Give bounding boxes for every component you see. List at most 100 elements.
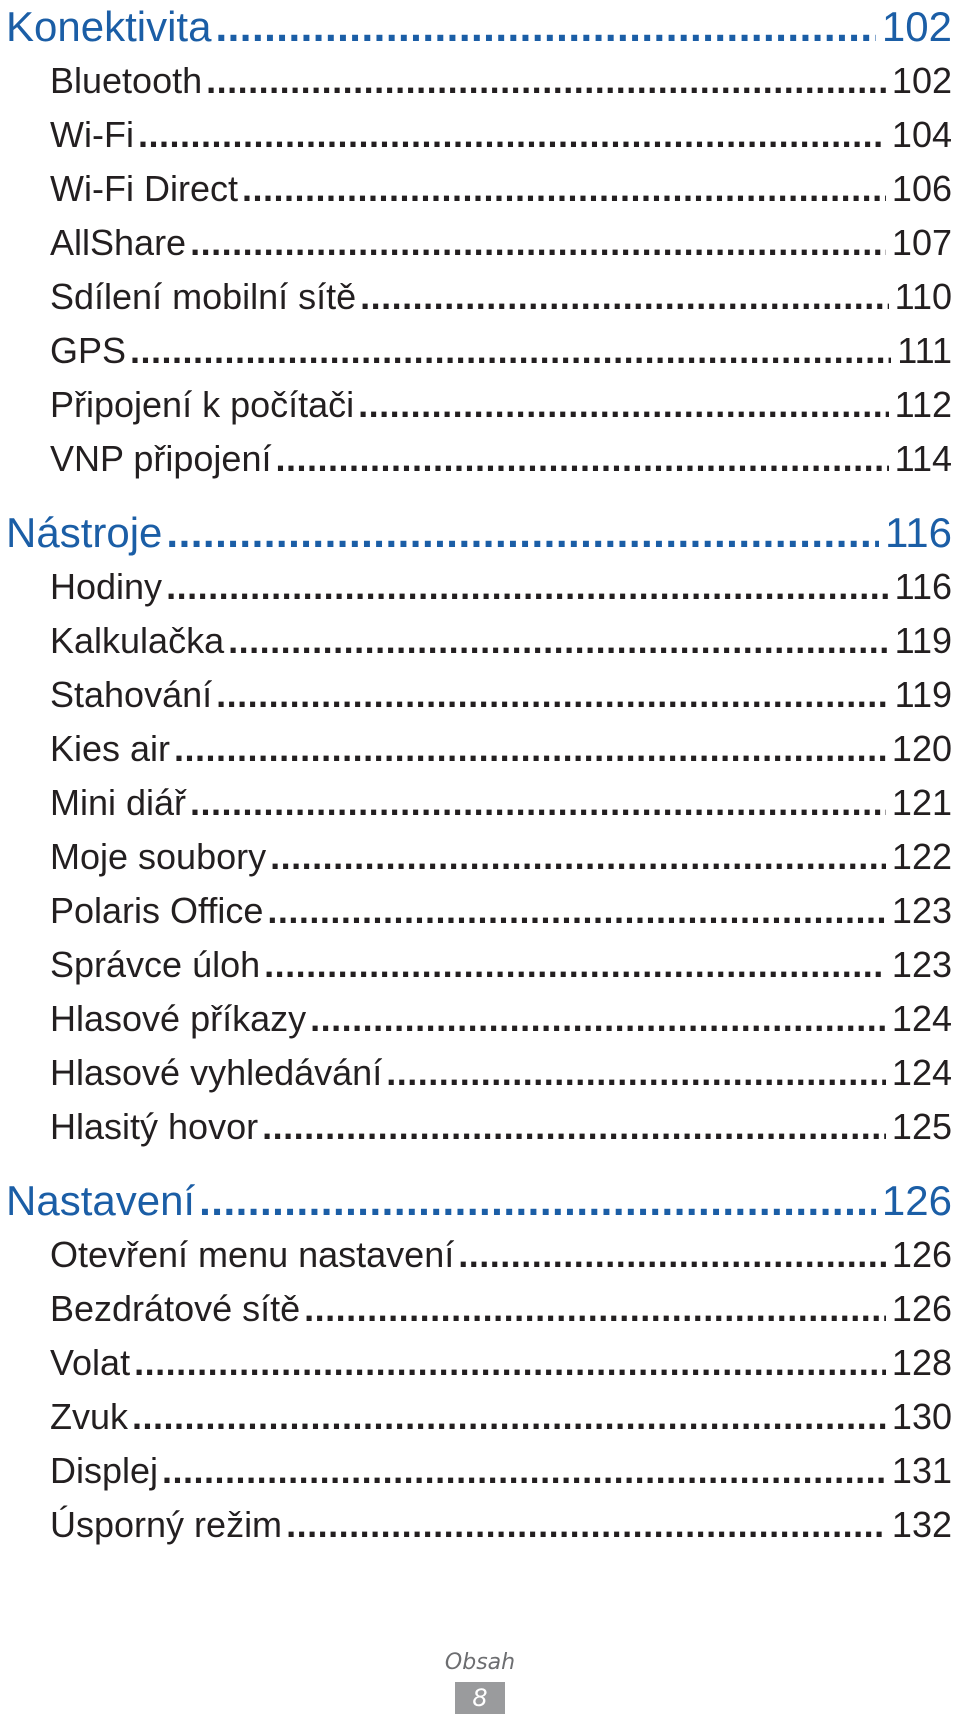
dot-leader <box>162 1444 886 1498</box>
toc-entry-title: Úsporný režim <box>50 1504 283 1545</box>
toc-entry[interactable]: Kalkulačka 119 <box>0 614 960 668</box>
toc-section-nastroje: Nástroje 116 Hodiny 116 Kalkulačka 119 Sta… <box>0 506 960 1154</box>
toc-entry-title: VNP připojení <box>50 438 272 479</box>
toc-entry[interactable]: GPS 111 <box>0 324 960 378</box>
toc-entry-title: Bluetooth <box>50 60 203 101</box>
toc-entry-title: Připojení k počítači <box>50 384 355 425</box>
dot-leader <box>360 270 888 324</box>
toc-entry-page: 132 <box>891 1504 952 1545</box>
toc-entry-title: Wi-Fi Direct <box>50 168 238 209</box>
dot-leader <box>458 1228 886 1282</box>
toc-entry[interactable]: Mini diář 121 <box>0 776 960 830</box>
toc-entry-page: 124 <box>891 998 952 1039</box>
toc-entry-page: 116 <box>894 566 952 607</box>
toc-entry[interactable]: Displej 131 <box>0 1444 960 1498</box>
toc-entry-title: Wi-Fi <box>50 114 134 155</box>
dot-leader <box>286 1498 886 1552</box>
page-footer: Obsah 8 <box>0 1648 960 1714</box>
toc-entry-page: 125 <box>891 1106 952 1147</box>
dot-leader <box>267 884 886 938</box>
toc-heading-title: Nastavení <box>6 1177 196 1224</box>
toc-entry-page: 130 <box>891 1396 952 1437</box>
toc-entry-title: Hodiny <box>50 566 163 607</box>
toc-entry-title: Správce úloh <box>50 944 261 985</box>
dot-leader <box>132 1390 886 1444</box>
dot-leader <box>166 560 889 614</box>
dot-leader <box>190 776 886 830</box>
toc-entry-title: AllShare <box>50 222 187 263</box>
toc-section-heading[interactable]: Nastavení 126 <box>0 1174 960 1228</box>
toc-entry-title: Stahování <box>50 674 213 715</box>
dot-leader <box>304 1282 886 1336</box>
dot-leader <box>138 108 886 162</box>
dot-leader <box>130 324 891 378</box>
dot-leader <box>270 830 886 884</box>
toc-entry[interactable]: Hlasové vyhledávání 124 <box>0 1046 960 1100</box>
dot-leader <box>190 216 886 270</box>
toc-entry-page: 102 <box>891 60 952 101</box>
toc-entry[interactable]: Volat 128 <box>0 1336 960 1390</box>
dot-leader <box>358 378 888 432</box>
toc-heading-page: 126 <box>881 1177 952 1224</box>
toc-section-heading[interactable]: Konektivita 102 <box>0 0 960 54</box>
toc-entry-page: 107 <box>891 222 952 263</box>
toc-entry[interactable]: Bluetooth 102 <box>0 54 960 108</box>
toc-section-konektivita: Konektivita 102 Bluetooth 102 Wi-Fi 104 Wi… <box>0 0 960 486</box>
toc-heading-page: 102 <box>881 3 952 50</box>
toc-section-heading[interactable]: Nástroje 116 <box>0 506 960 560</box>
toc-entry-page: 104 <box>891 114 952 155</box>
toc-entry[interactable]: Sdílení mobilní sítě 110 <box>0 270 960 324</box>
page-number-badge: 8 <box>455 1682 505 1714</box>
toc-entry[interactable]: AllShare 107 <box>0 216 960 270</box>
toc-entry[interactable]: Wi-Fi Direct 106 <box>0 162 960 216</box>
toc-entry[interactable]: Moje soubory 122 <box>0 830 960 884</box>
dot-leader <box>310 992 886 1046</box>
toc-entry[interactable]: VNP připojení 114 <box>0 432 960 486</box>
dot-leader <box>134 1336 886 1390</box>
toc-entry-title: Volat <box>50 1342 131 1383</box>
toc-entry-title: Zvuk <box>50 1396 129 1437</box>
toc-entry-title: Sdílení mobilní sítě <box>50 276 357 317</box>
toc-entry-page: 124 <box>891 1052 952 1093</box>
toc-entry[interactable]: Zvuk 130 <box>0 1390 960 1444</box>
toc-entry[interactable]: Wi-Fi 104 <box>0 108 960 162</box>
toc-entry[interactable]: Stahování 119 <box>0 668 960 722</box>
toc-entry-title: Kalkulačka <box>50 620 225 661</box>
dot-leader <box>216 668 888 722</box>
toc-entry-page: 119 <box>894 620 952 661</box>
toc-entry-page: 123 <box>891 890 952 931</box>
toc-entry[interactable]: Bezdrátové sítě 126 <box>0 1282 960 1336</box>
dot-leader <box>264 938 886 992</box>
footer-section-label: Obsah <box>444 1650 516 1675</box>
toc-entry[interactable]: Otevření menu nastavení 126 <box>0 1228 960 1282</box>
toc-entry-page: 128 <box>891 1342 952 1383</box>
toc-entry[interactable]: Hlasitý hovor 125 <box>0 1100 960 1154</box>
dot-leader <box>174 722 886 776</box>
toc-entry-title: Bezdrátové sítě <box>50 1288 301 1329</box>
toc-entry[interactable]: Kies air 120 <box>0 722 960 776</box>
toc-entry-page: 106 <box>891 168 952 209</box>
table-of-contents: Konektivita 102 Bluetooth 102 Wi-Fi 104 Wi… <box>0 0 960 1552</box>
toc-entry-title: Otevření menu nastavení <box>50 1234 455 1275</box>
toc-entry[interactable]: Správce úloh 123 <box>0 938 960 992</box>
toc-entry-page: 110 <box>894 276 952 317</box>
toc-entry-page: 112 <box>894 384 952 425</box>
toc-entry-title: Displej <box>50 1450 159 1491</box>
toc-entry-page: 120 <box>891 728 952 769</box>
toc-entry-page: 131 <box>891 1450 952 1491</box>
toc-entry[interactable]: Hlasové příkazy 124 <box>0 992 960 1046</box>
toc-entry-page: 121 <box>891 782 952 823</box>
toc-entry[interactable]: Polaris Office 123 <box>0 884 960 938</box>
toc-entry-title: Hlasové vyhledávání <box>50 1052 383 1093</box>
dot-leader <box>206 54 886 108</box>
dot-leader <box>275 432 888 486</box>
toc-entry[interactable]: Hodiny 116 <box>0 560 960 614</box>
toc-entry-title: Polaris Office <box>50 890 264 931</box>
dot-leader <box>166 506 879 560</box>
dot-leader <box>242 162 886 216</box>
toc-entry[interactable]: Připojení k počítači 112 <box>0 378 960 432</box>
toc-entry-page: 114 <box>894 438 952 479</box>
toc-entry-title: Kies air <box>50 728 171 769</box>
dot-leader <box>262 1100 886 1154</box>
toc-entry[interactable]: Úsporný režim 132 <box>0 1498 960 1552</box>
